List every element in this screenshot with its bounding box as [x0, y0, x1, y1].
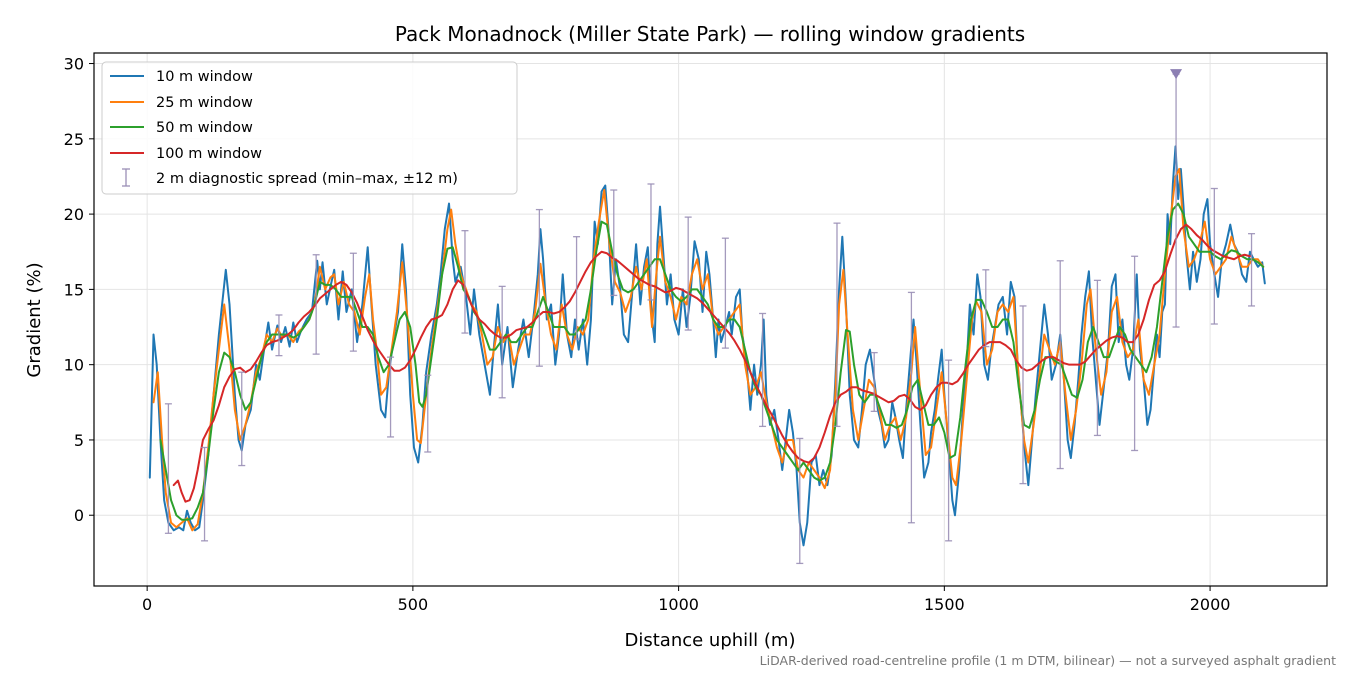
diagnostic-spread-bar: [349, 252, 357, 352]
x-tick-label: 2000: [1190, 595, 1231, 614]
diagnostic-spread-bar: [759, 312, 767, 428]
diagnostic-spread-bar: [907, 291, 915, 524]
diagnostic-spread-bar: [721, 237, 729, 349]
diagnostic-spread-bar: [1248, 233, 1256, 307]
diagnostic-spread-bar: [870, 351, 878, 412]
plot-frame: [93, 52, 1328, 587]
x-axis-label: Distance uphill (m): [625, 630, 796, 651]
x-tick-label: 1500: [924, 595, 965, 614]
legend-box: [101, 61, 518, 195]
diagnostic-spread-bar: [796, 437, 804, 565]
diagnostic-spread-bar: [573, 236, 581, 340]
y-tick-label: 5: [74, 431, 84, 450]
diagnostic-spread-bar: [1093, 279, 1101, 437]
diagnostic-spread-bar: [1131, 255, 1139, 452]
diagnostic-spread-bar: [535, 208, 543, 367]
y-tick-label: 30: [64, 55, 84, 74]
series-layer: [148, 69, 1266, 565]
legend-label-25m: 25 m window: [156, 95, 253, 111]
legend-swatch-errorbar: [122, 168, 130, 187]
axis-ticks: 0 500 1000 1500 2000 0 5 10 15 20 25 30: [64, 55, 1231, 614]
peak-marker: [1170, 69, 1183, 80]
y-tick-label: 0: [74, 506, 84, 525]
y-tick-label: 15: [64, 280, 84, 299]
y-tick-label: 25: [64, 130, 84, 149]
diagnostic-spread-bar: [461, 230, 469, 334]
series-line-100m: [172, 223, 1251, 503]
diagnostic-spread-bar: [201, 446, 209, 542]
diagnostic-spread-bar: [312, 254, 320, 355]
diagnostic-spread-bar: [982, 269, 990, 348]
diagnostic-spread-bar: [833, 222, 841, 428]
diagnostic-spread-bar: [238, 371, 246, 467]
x-tick-label: 1000: [658, 595, 699, 614]
legend-label-errorbar: 2 m diagnostic spread (min–max, ±12 m): [156, 171, 458, 187]
diagnostic-spread-bar: [164, 403, 172, 534]
legend-label-10m: 10 m window: [156, 69, 253, 85]
diagnostic-spread-bar: [1056, 260, 1064, 470]
chart-title: Pack Monadnock (Miller State Park) — rol…: [395, 22, 1025, 46]
footnote: LiDAR-derived road-centreline profile (1…: [760, 653, 1336, 668]
legend-label-50m: 50 m window: [156, 120, 253, 136]
diagnostic-spread-bar: [647, 183, 655, 301]
legend-label-100m: 100 m window: [156, 146, 262, 162]
diagnostic-spread-bar: [1019, 305, 1027, 485]
diagnostic-spread-bar: [1210, 187, 1218, 325]
legend: 10 m window 25 m window 50 m window 100 …: [101, 61, 518, 195]
y-tick-label: 10: [64, 356, 84, 375]
diagnostic-spread-bar: [945, 359, 953, 542]
y-axis-label: Gradient (%): [24, 262, 45, 377]
x-tick-label: 0: [142, 595, 152, 614]
diagnostic-spread-bar: [498, 285, 506, 399]
diagnostic-spread-bar: [684, 216, 692, 331]
series-line-25m: [152, 167, 1265, 532]
diagnostic-spread-bar: [275, 314, 283, 357]
x-tick-label: 500: [398, 595, 429, 614]
diagnostic-spread-bar: [387, 356, 395, 438]
y-tick-label: 20: [64, 205, 84, 224]
diagnostic-spread-bar: [610, 189, 618, 297]
diagnostic-spread-bar: [424, 374, 432, 453]
